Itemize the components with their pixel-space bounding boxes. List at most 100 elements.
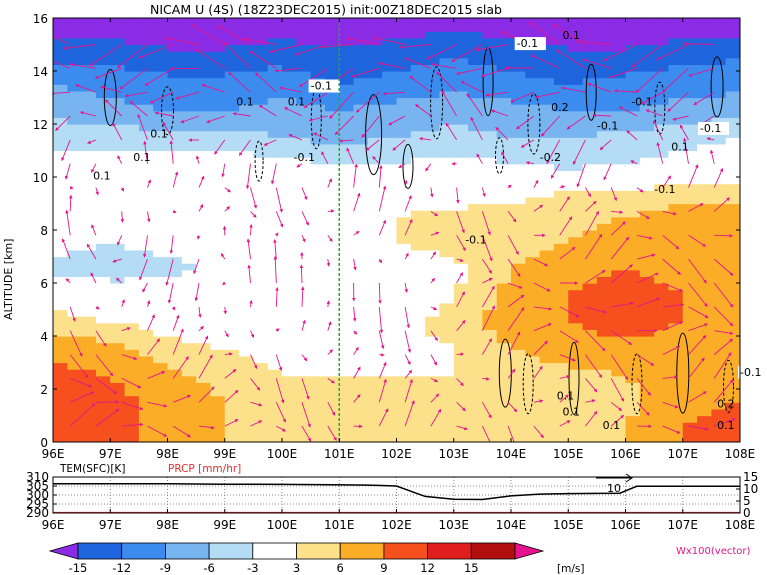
u-cell	[668, 124, 684, 132]
u-cell	[725, 316, 740, 324]
u-cell	[439, 190, 455, 198]
u-cell	[725, 283, 740, 291]
u-cell	[339, 124, 355, 132]
u-cell	[367, 230, 383, 238]
u-cell	[124, 336, 140, 344]
contour-labels: -0.10.1-0.10.1 0.1 -0.10.1 -0.10.1-0.10.2-0…	[93, 29, 767, 432]
u-cell	[525, 216, 541, 224]
u-cell	[596, 395, 612, 403]
u-cell	[382, 355, 398, 364]
u-cell	[310, 428, 326, 436]
wind-vector	[559, 185, 566, 189]
wind-vector	[116, 44, 148, 69]
u-cell	[439, 395, 455, 403]
u-cell	[296, 24, 312, 32]
u-cell	[239, 90, 254, 99]
u-cell	[396, 395, 412, 403]
u-cell	[725, 422, 740, 430]
wind-vector	[610, 401, 623, 411]
u-cell	[310, 110, 326, 118]
u-cell	[482, 137, 498, 145]
u-cell	[124, 322, 140, 330]
w-contour	[103, 69, 117, 126]
wind-vector	[353, 330, 358, 335]
u-cell	[396, 183, 412, 191]
u-cell	[511, 322, 526, 330]
wind-vector	[430, 187, 434, 198]
u-cell	[453, 137, 469, 145]
u-cell	[553, 276, 569, 284]
u-cell	[296, 183, 312, 191]
wind-vector	[451, 44, 483, 63]
wind-vector	[507, 368, 516, 379]
u-cell	[682, 283, 698, 291]
u-cell	[625, 428, 641, 436]
u-cell	[324, 249, 340, 258]
u-cell	[181, 263, 197, 271]
wind-vector	[482, 258, 492, 274]
u-cell	[525, 150, 541, 158]
u-cell	[53, 230, 68, 238]
u-cell	[53, 336, 68, 344]
u-cell	[81, 183, 97, 191]
u-cell	[67, 210, 83, 218]
u-cell	[296, 31, 312, 39]
wind-vector	[258, 104, 277, 117]
wind-vector	[662, 345, 681, 356]
wind-vector	[482, 377, 490, 381]
u-cell	[267, 415, 283, 423]
u-cell	[654, 389, 670, 397]
u-cell	[482, 243, 498, 251]
u-cell	[196, 143, 212, 152]
u-cell	[310, 124, 326, 132]
u-cell	[353, 210, 369, 218]
u-cell	[511, 362, 526, 370]
u-cell	[396, 230, 412, 238]
u-cell	[596, 143, 612, 152]
u-cell	[124, 190, 140, 198]
u-cell	[324, 57, 340, 65]
u-cell	[153, 77, 169, 85]
wind-vector	[378, 306, 384, 334]
u-cell	[453, 190, 469, 198]
u-cell	[310, 395, 326, 403]
u-cell	[496, 117, 512, 125]
wind-vector	[120, 211, 125, 223]
u-cell	[425, 316, 441, 324]
u-cell	[553, 117, 569, 125]
u-cell	[725, 322, 740, 330]
u-cell	[296, 18, 312, 26]
u-cell	[310, 296, 326, 304]
u-cell	[81, 157, 97, 165]
u-cell	[396, 163, 412, 171]
u-cell	[310, 18, 326, 26]
u-cell	[324, 183, 340, 191]
u-cell	[253, 309, 269, 317]
u-cell	[296, 289, 312, 297]
u-cell	[639, 177, 655, 185]
u-cell	[367, 143, 383, 152]
wind-vector	[172, 171, 179, 188]
u-cell	[67, 163, 83, 171]
u-cell	[310, 157, 326, 165]
u-cell	[625, 18, 641, 26]
u-cell	[239, 415, 254, 423]
u-cell	[654, 31, 670, 39]
u-cell	[282, 203, 297, 211]
u-cell	[267, 37, 283, 46]
u-cell	[253, 18, 269, 26]
u-cell	[410, 150, 426, 158]
u-cell	[81, 177, 97, 185]
u-cell	[682, 435, 698, 442]
u-cell	[181, 230, 197, 238]
u-cell	[324, 435, 340, 442]
u-cell	[67, 216, 83, 224]
wind-vector	[602, 44, 638, 62]
u-cell	[253, 210, 269, 218]
u-cell	[711, 249, 727, 258]
u-cell	[496, 276, 512, 284]
wind-vector	[481, 305, 496, 331]
u-cell	[468, 130, 483, 138]
u-cell	[324, 389, 340, 397]
u-cell	[282, 428, 297, 436]
